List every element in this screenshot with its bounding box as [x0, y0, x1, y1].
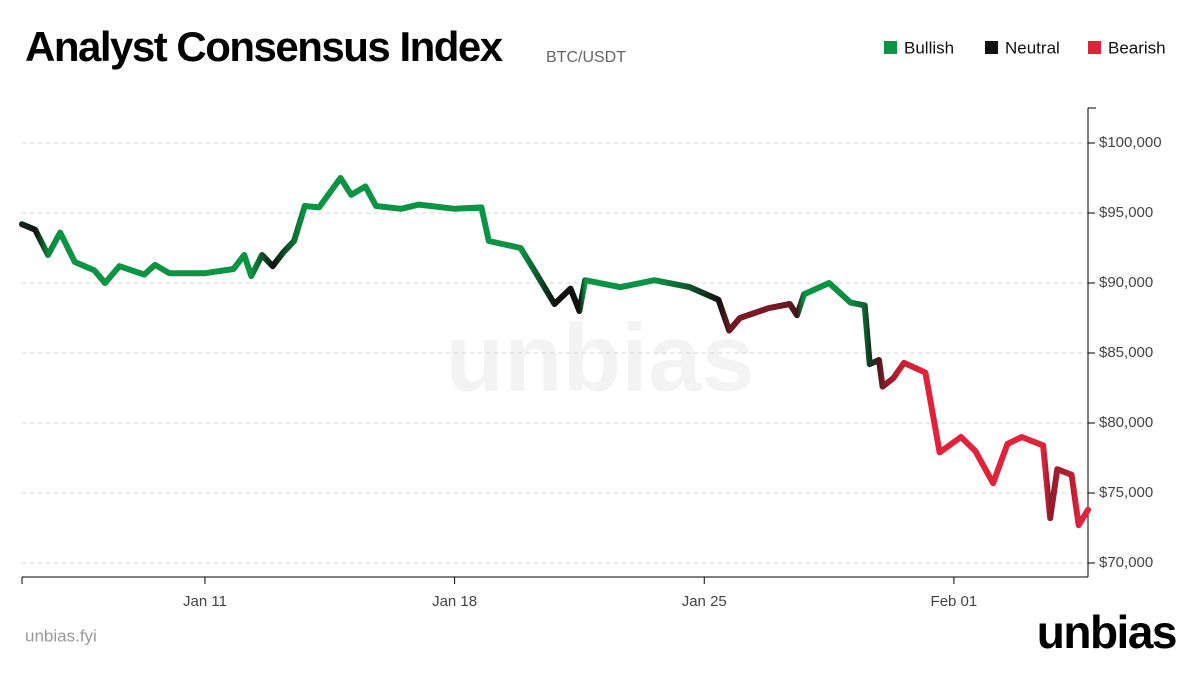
legend-swatch: [985, 41, 998, 54]
x-tick-label: Jan 18: [432, 593, 477, 610]
legend-label: Neutral: [1005, 38, 1060, 57]
x-tick-label: Jan 11: [183, 593, 227, 610]
x-tick-label: Jan 25: [682, 593, 727, 610]
y-tick-label: $90,000: [1099, 274, 1153, 291]
chart-subtitle: BTC/USDT: [546, 49, 626, 66]
legend-label: Bullish: [904, 38, 954, 57]
legend-swatch: [1088, 41, 1101, 54]
legend-swatch: [884, 41, 897, 54]
x-tick-label: Feb 01: [931, 593, 978, 610]
y-tick-label: $100,000: [1099, 134, 1162, 151]
chart-title: Analyst Consensus Index: [25, 23, 504, 70]
y-tick-label: $75,000: [1099, 484, 1153, 501]
y-tick-label: $85,000: [1099, 344, 1153, 361]
brand: unbias: [1037, 606, 1176, 658]
watermark: unbias: [445, 304, 754, 411]
y-tick-label: $95,000: [1099, 204, 1153, 221]
y-tick-label: $70,000: [1099, 554, 1153, 571]
y-tick-label: $80,000: [1099, 414, 1153, 431]
footer: unbias.fyi: [25, 626, 97, 645]
price-line: [19, 175, 1091, 529]
legend-label: Bearish: [1108, 38, 1166, 57]
